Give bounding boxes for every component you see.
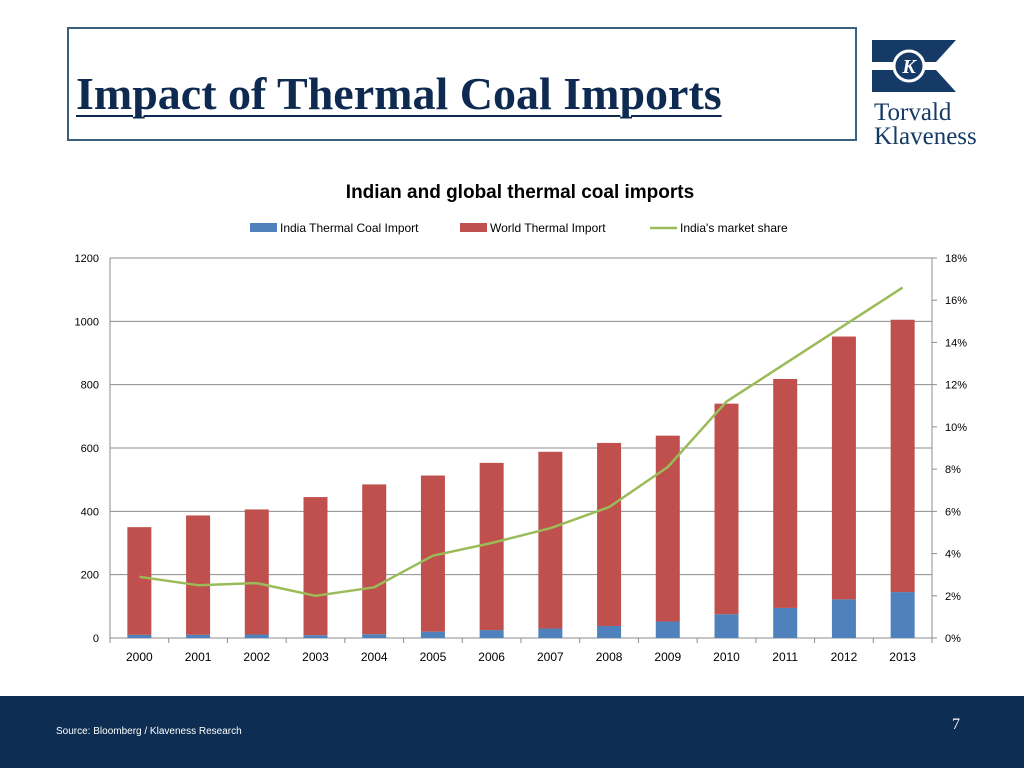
y-right-tick-label: 12%	[945, 380, 967, 392]
x-tick-label: 2001	[185, 650, 212, 664]
bar-world-2011	[773, 378, 798, 608]
y-right-tick-label: 18%	[945, 253, 967, 265]
bar-india-2002	[244, 634, 269, 638]
bar-world-2010	[714, 403, 739, 615]
bar-world-2008	[597, 442, 622, 626]
svg-text:K: K	[901, 56, 917, 78]
y-right-tick-label: 0%	[945, 633, 961, 645]
legend-label-world: World Thermal Import	[490, 221, 606, 235]
bar-world-2012	[831, 336, 856, 600]
bar-india-2008	[597, 625, 622, 638]
y-left-tick-label: 1000	[75, 316, 99, 328]
y-left-tick-label: 600	[81, 443, 99, 455]
y-right-tick-label: 6%	[945, 506, 961, 518]
y-right-tick-label: 14%	[945, 337, 967, 349]
y-right-tick-label: 2%	[945, 591, 961, 603]
title-box: Impact of Thermal Coal Imports	[67, 27, 857, 141]
slide-title: Impact of Thermal Coal Imports	[76, 68, 722, 119]
bar-world-2013	[890, 319, 915, 593]
bar-india-2004	[362, 634, 387, 638]
y-left-tick-label: 1200	[75, 253, 99, 265]
bar-india-2010	[714, 614, 739, 638]
y-right-tick-label: 8%	[945, 464, 961, 476]
bar-world-2006	[479, 462, 504, 631]
x-tick-label: 2002	[243, 650, 270, 664]
y-right-tick-label: 16%	[945, 295, 967, 307]
x-tick-label: 2012	[831, 650, 858, 664]
company-logo: K Torvald Klaveness	[872, 40, 992, 150]
x-tick-label: 2003	[302, 650, 329, 664]
coal-imports-chart: Indian and global thermal coal imports 0 2…	[75, 182, 968, 664]
chart-title: Indian and global thermal coal imports	[346, 182, 694, 203]
bar-india-2007	[538, 628, 563, 638]
bar-world-2003	[303, 497, 328, 636]
x-tick-label: 2010	[713, 650, 740, 664]
legend-label-india: India Thermal Coal Import	[280, 221, 419, 235]
bar-india-2006	[479, 630, 504, 638]
bar-world-2007	[538, 451, 563, 629]
y-right-tick-label: 4%	[945, 549, 961, 561]
page-number: 7	[952, 716, 960, 733]
x-tick-label: 2007	[537, 650, 564, 664]
bar-world-2004	[362, 484, 387, 635]
x-tick-label: 2006	[478, 650, 505, 664]
logo-text-line1: Torvald	[874, 99, 952, 126]
x-tick-label: 2005	[420, 650, 447, 664]
legend-swatch-world	[460, 223, 487, 232]
x-tick-label: 2009	[654, 650, 681, 664]
legend-label-share: India's market share	[680, 221, 788, 235]
y-left-tick-label: 0	[93, 633, 99, 645]
source-note: Source: Bloomberg / Klaveness Research	[56, 726, 242, 737]
bar-india-2013	[890, 592, 915, 638]
y-left-tick-label: 400	[81, 506, 99, 518]
bar-india-2009	[655, 621, 680, 638]
bar-india-2001	[186, 634, 211, 638]
legend-swatch-india	[250, 223, 277, 232]
x-tick-label: 2011	[772, 650, 798, 664]
y-right-tick-label: 10%	[945, 422, 967, 434]
bar-world-2009	[655, 435, 680, 622]
series-line-market-share	[139, 286, 904, 598]
x-tick-label: 2008	[596, 650, 623, 664]
bar-world-2001	[186, 515, 211, 635]
klaveness-k-flag-icon: K	[872, 40, 956, 92]
bar-india-2003	[303, 635, 328, 638]
bar-world-2002	[244, 509, 269, 635]
x-tick-label: 2000	[126, 650, 153, 664]
y-left-tick-label: 200	[81, 570, 99, 582]
x-tick-label: 2013	[889, 650, 916, 664]
bar-world-2000	[127, 527, 152, 635]
bar-india-2012	[831, 599, 856, 638]
footer-bar: Source: Bloomberg / Klaveness Research 7	[0, 696, 1024, 768]
bar-india-2011	[773, 607, 798, 638]
bar-india-2005	[420, 631, 445, 638]
y-left-tick-label: 800	[81, 380, 99, 392]
bar-india-2000	[127, 634, 152, 638]
x-tick-label: 2004	[361, 650, 388, 664]
logo-text-line2: Klaveness	[874, 123, 977, 150]
